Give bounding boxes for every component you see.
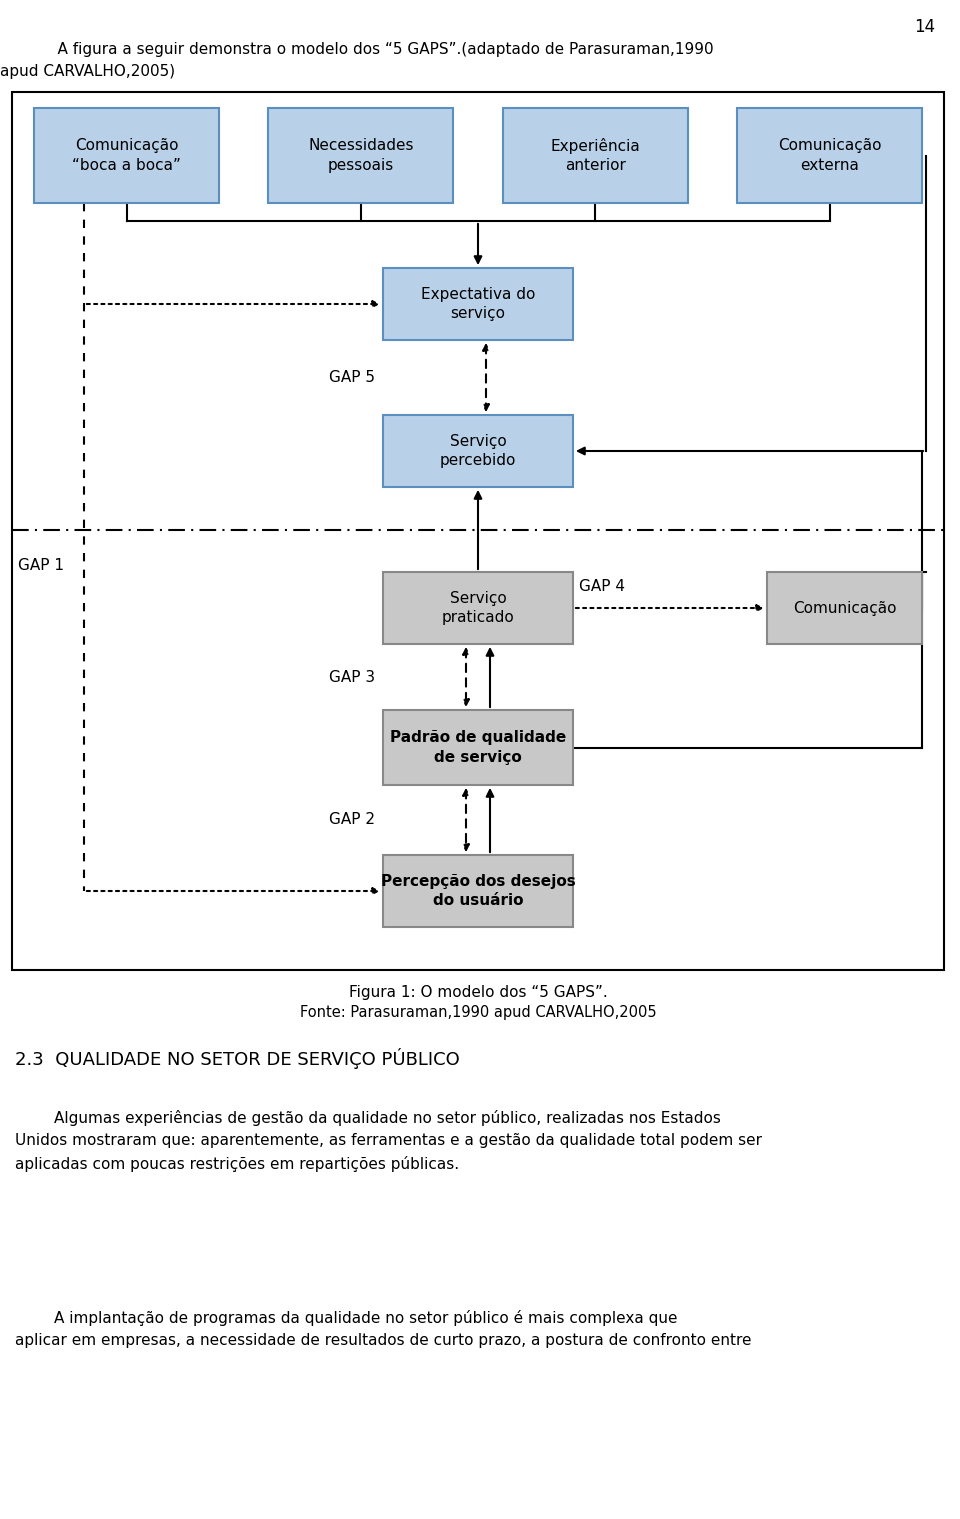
- Text: GAP 3: GAP 3: [329, 670, 375, 685]
- Text: 2.3  QUALIDADE NO SETOR DE SERVIÇO PÚBLICO: 2.3 QUALIDADE NO SETOR DE SERVIÇO PÚBLIC…: [15, 1048, 460, 1069]
- Text: GAP 5: GAP 5: [329, 371, 375, 384]
- Text: GAP 1: GAP 1: [18, 557, 64, 573]
- Text: A implantação de programas da qualidade no setor público é mais complexa que
apl: A implantação de programas da qualidade …: [15, 1309, 752, 1349]
- Text: Figura 1: O modelo dos “5 GAPS”.: Figura 1: O modelo dos “5 GAPS”.: [348, 984, 608, 1000]
- Text: Serviço
percebido: Serviço percebido: [440, 433, 516, 468]
- Bar: [12, 93, 944, 971]
- FancyBboxPatch shape: [269, 108, 453, 204]
- Text: Padrão de qualidade
de serviço: Padrão de qualidade de serviço: [390, 731, 566, 766]
- Text: 14: 14: [914, 18, 935, 36]
- Text: Percepção dos desejos
do usuário: Percepção dos desejos do usuário: [380, 873, 575, 908]
- FancyBboxPatch shape: [383, 267, 573, 340]
- Text: Comunicação
“boca a boca”: Comunicação “boca a boca”: [72, 138, 180, 173]
- FancyBboxPatch shape: [383, 855, 573, 927]
- FancyBboxPatch shape: [34, 108, 219, 204]
- FancyBboxPatch shape: [503, 108, 687, 204]
- Text: Necessidades
pessoais: Necessidades pessoais: [308, 138, 414, 173]
- FancyBboxPatch shape: [737, 108, 922, 204]
- Text: Expectativa do
serviço: Expectativa do serviço: [420, 287, 535, 322]
- Text: Comunicação
externa: Comunicação externa: [778, 138, 881, 173]
- Text: Fonte: Parasuraman,1990 apud CARVALHO,2005: Fonte: Parasuraman,1990 apud CARVALHO,20…: [300, 1006, 657, 1019]
- Text: GAP 4: GAP 4: [579, 579, 625, 594]
- Text: Serviço
praticado: Serviço praticado: [442, 591, 515, 626]
- FancyBboxPatch shape: [383, 573, 573, 644]
- Text: A figura a seguir demonstra o modelo dos “5 GAPS”.(adaptado de Parasuraman,1990: A figura a seguir demonstra o modelo dos…: [38, 43, 713, 58]
- Text: Algumas experiências de gestão da qualidade no setor público, realizadas nos Est: Algumas experiências de gestão da qualid…: [15, 1110, 762, 1173]
- FancyBboxPatch shape: [383, 709, 573, 785]
- Text: GAP 2: GAP 2: [329, 813, 375, 828]
- FancyBboxPatch shape: [383, 415, 573, 488]
- Text: apud CARVALHO,2005): apud CARVALHO,2005): [0, 64, 175, 79]
- FancyBboxPatch shape: [767, 573, 922, 644]
- Text: Experiência
anterior: Experiência anterior: [550, 138, 640, 173]
- Text: Comunicação: Comunicação: [793, 600, 897, 615]
